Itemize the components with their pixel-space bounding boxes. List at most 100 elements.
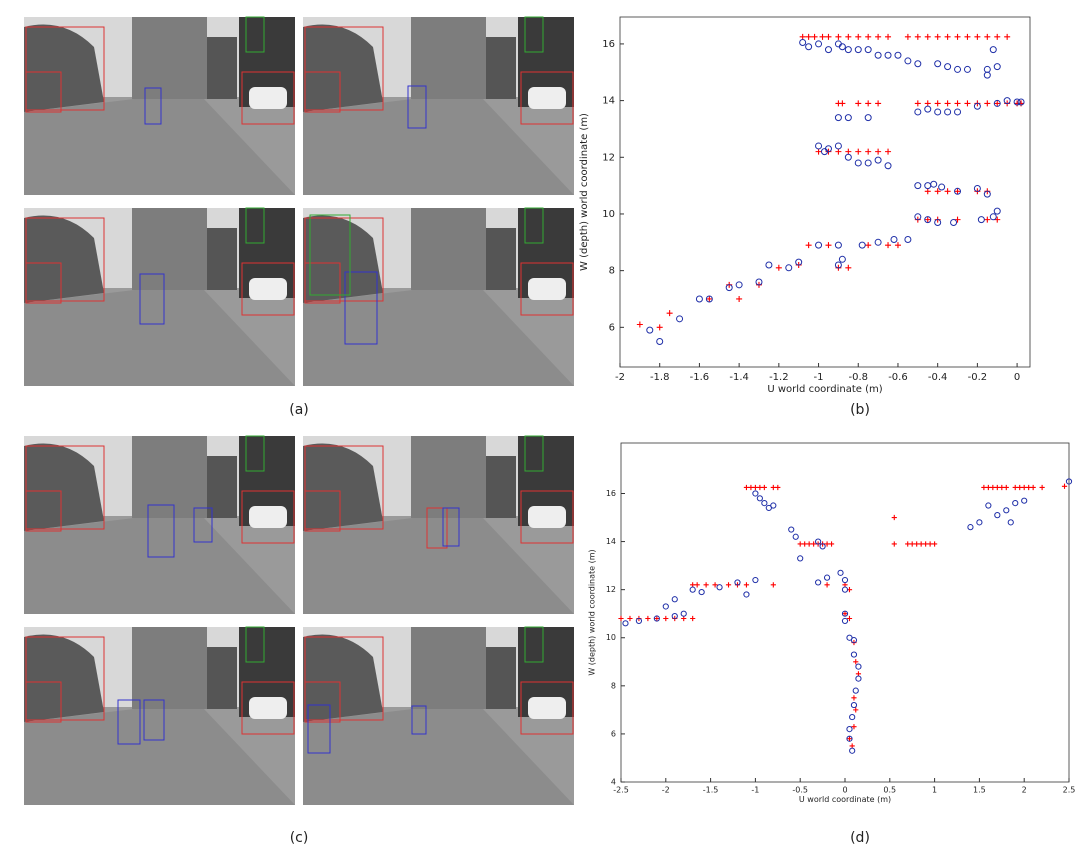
plus-marker bbox=[839, 100, 846, 107]
plus-marker bbox=[835, 148, 842, 155]
circle-marker bbox=[734, 579, 741, 586]
x-tick-label: 1 bbox=[932, 786, 937, 795]
circle-marker bbox=[864, 46, 872, 54]
circle-marker bbox=[985, 502, 992, 509]
plus-marker bbox=[885, 148, 892, 155]
x-tick-label: -1 bbox=[751, 786, 759, 795]
circle-marker bbox=[756, 495, 763, 502]
photo-panel bbox=[23, 435, 296, 615]
plus-marker bbox=[954, 100, 961, 107]
plus-marker bbox=[865, 148, 872, 155]
plus-marker bbox=[802, 541, 808, 547]
circle-marker bbox=[671, 596, 678, 603]
circle-marker bbox=[815, 142, 823, 150]
plus-marker bbox=[855, 148, 862, 155]
plus-marker bbox=[891, 541, 897, 547]
circle-marker bbox=[841, 610, 849, 617]
plus-marker bbox=[865, 242, 872, 249]
circle-marker bbox=[788, 526, 795, 533]
plus-marker bbox=[743, 582, 750, 588]
x-tick-label: -1.2 bbox=[769, 372, 789, 383]
plus-marker bbox=[828, 541, 835, 547]
circle-marker bbox=[785, 264, 793, 272]
y-tick-label: 8 bbox=[611, 681, 616, 690]
circle-marker bbox=[743, 591, 750, 598]
plus-marker bbox=[875, 148, 882, 155]
plus-marker bbox=[819, 33, 826, 40]
circle-marker bbox=[795, 258, 803, 266]
circle-marker bbox=[993, 63, 1001, 71]
circle-marker bbox=[924, 182, 932, 190]
x-tick-label: 1.5 bbox=[973, 786, 986, 795]
plus-marker bbox=[666, 310, 673, 317]
plus-marker bbox=[923, 541, 929, 547]
plus-marker bbox=[825, 242, 832, 249]
circle-marker bbox=[824, 145, 832, 153]
circle-marker bbox=[819, 543, 826, 550]
plus-marker bbox=[994, 484, 1000, 491]
circle-marker bbox=[844, 46, 852, 54]
plot-frame bbox=[619, 16, 1031, 368]
circle-marker bbox=[944, 63, 952, 71]
plus-marker bbox=[875, 100, 882, 107]
plus-marker bbox=[934, 33, 941, 40]
plus-marker bbox=[985, 484, 991, 491]
circle-marker bbox=[890, 235, 898, 243]
x-tick-label: -0.4 bbox=[928, 372, 948, 383]
plus-marker bbox=[1030, 484, 1036, 491]
plus-marker bbox=[934, 188, 941, 195]
plus-marker bbox=[855, 100, 862, 107]
plus-marker bbox=[1061, 483, 1068, 489]
x-tick-label: -1.4 bbox=[729, 372, 749, 383]
plus-marker bbox=[654, 615, 660, 622]
plus-marker bbox=[775, 484, 781, 491]
circle-marker bbox=[924, 105, 932, 113]
x-axis-label: U world coordinate (m) bbox=[799, 795, 891, 804]
plus-marker bbox=[904, 33, 911, 40]
circle-marker bbox=[770, 502, 777, 509]
circle-marker bbox=[852, 687, 859, 694]
circle-marker bbox=[904, 235, 912, 243]
plus-marker bbox=[927, 541, 933, 547]
plus-marker bbox=[811, 33, 818, 40]
circle-marker bbox=[841, 586, 849, 593]
circle-marker bbox=[967, 524, 974, 531]
circle-marker bbox=[934, 60, 942, 68]
x-tick-label: 0 bbox=[842, 786, 847, 795]
circle-marker bbox=[695, 295, 703, 303]
plus-marker bbox=[752, 484, 758, 491]
plus-marker bbox=[845, 148, 852, 155]
plus-marker bbox=[645, 615, 651, 622]
circle-marker bbox=[1003, 507, 1010, 514]
plus-marker bbox=[835, 33, 842, 40]
circle-marker bbox=[676, 315, 684, 323]
circle-marker bbox=[1021, 497, 1028, 504]
plus-marker bbox=[842, 611, 848, 617]
circle-marker bbox=[976, 519, 983, 526]
circle-marker bbox=[1007, 519, 1014, 526]
circle-marker bbox=[834, 114, 842, 122]
plus-marker bbox=[853, 659, 859, 665]
circle-marker bbox=[954, 187, 962, 195]
plus-marker bbox=[757, 484, 763, 491]
circle-marker bbox=[834, 142, 842, 150]
caption: (a) bbox=[289, 402, 309, 418]
plus-marker bbox=[1003, 484, 1009, 491]
circle-marker bbox=[934, 108, 942, 116]
circle-marker bbox=[838, 43, 846, 51]
circle-marker bbox=[834, 241, 842, 249]
circle-marker bbox=[850, 651, 858, 658]
plus-marker bbox=[891, 514, 897, 521]
circle-marker bbox=[963, 65, 971, 73]
circle-marker bbox=[752, 576, 759, 584]
x-tick-label: -2 bbox=[615, 372, 625, 383]
x-tick-label: -2 bbox=[662, 786, 670, 795]
circle-marker bbox=[855, 675, 862, 682]
plus-marker bbox=[1039, 484, 1045, 491]
plus-marker bbox=[944, 100, 951, 107]
plus-marker bbox=[1004, 33, 1011, 40]
plus-marker bbox=[743, 484, 750, 491]
plus-marker bbox=[706, 295, 713, 302]
circle-marker bbox=[1013, 98, 1021, 106]
circle-marker bbox=[844, 153, 852, 161]
